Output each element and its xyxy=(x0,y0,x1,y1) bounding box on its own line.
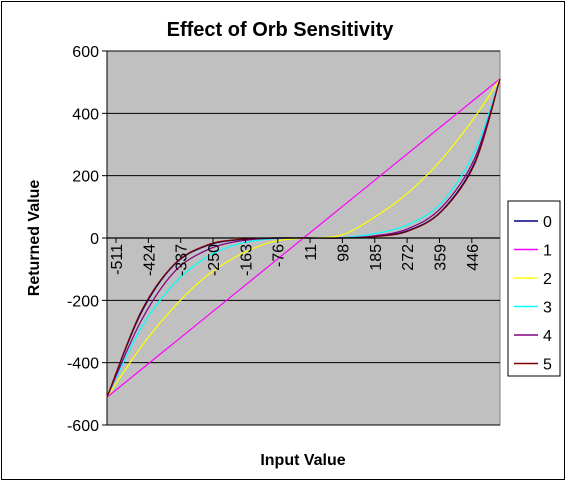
x-tick-label: -337 xyxy=(174,244,191,276)
y-tick-label: -200 xyxy=(67,293,99,310)
chart-title: Effect of Orb Sensitivity xyxy=(167,19,395,41)
x-tick-label: 359 xyxy=(432,244,449,271)
x-tick-label: 11 xyxy=(303,244,320,261)
x-tick-label: 446 xyxy=(465,244,482,271)
legend-box xyxy=(507,200,561,377)
x-tick-label: 272 xyxy=(400,244,417,271)
legend-label: 1 xyxy=(543,243,552,260)
legend: 0 1 2 3 4 5 xyxy=(507,200,561,377)
legend-label: 5 xyxy=(543,357,552,374)
legend-label: 2 xyxy=(543,271,552,288)
legend-label: 4 xyxy=(543,328,552,345)
y-axis-label: Returned Value xyxy=(26,180,43,297)
x-tick-label: 185 xyxy=(368,244,385,271)
legend-label: 0 xyxy=(543,214,552,231)
x-tick-label: -163 xyxy=(238,244,255,276)
series-line-1 xyxy=(106,78,501,398)
x-tick-label: -424 xyxy=(141,244,158,276)
legend-label: 3 xyxy=(543,300,552,317)
y-tick-label: 600 xyxy=(72,44,99,61)
y-tick-label: 200 xyxy=(72,169,99,186)
y-tick-label: -600 xyxy=(67,418,99,435)
x-axis-label: Input Value xyxy=(260,452,345,469)
x-tick-label: -511 xyxy=(109,244,126,275)
x-tick-label: -76 xyxy=(271,244,288,267)
y-tick-label: 400 xyxy=(72,106,99,123)
y-tick-label: -400 xyxy=(67,356,99,373)
y-tick-label: 0 xyxy=(90,231,99,248)
x-tick-label: 98 xyxy=(335,244,352,262)
x-tick-label: -250 xyxy=(206,244,223,276)
